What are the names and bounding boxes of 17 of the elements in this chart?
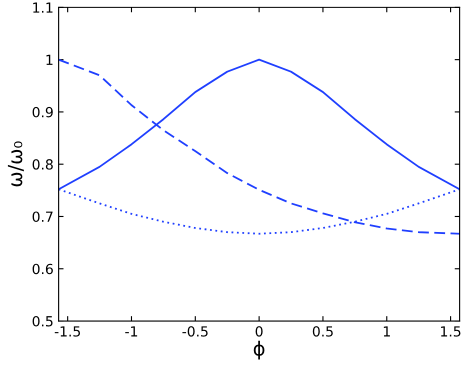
x-tick-label: 0	[256, 326, 263, 337]
x-tick-label: -1	[125, 326, 138, 336]
x-tick-label: 1	[384, 326, 390, 336]
x-tick-label: 1.5	[441, 326, 460, 337]
y-tick-label: 1.1	[33, 2, 52, 13]
y-tick-label: 1	[46, 54, 52, 65]
line-series	[58, 58, 460, 235]
x-tick-label: 0.5	[312, 326, 333, 337]
x-axis-title: ϕ	[254, 340, 264, 360]
y-axis-title: ω/ω₀	[8, 141, 24, 186]
y-tick-label: 0.9	[32, 106, 53, 118]
x-tick-label: -1.5	[54, 326, 80, 337]
x-tick-label: -0.5	[182, 326, 208, 337]
y-tick-label: 0.6	[32, 264, 53, 274]
y-tick-label: 0.5	[32, 316, 53, 327]
y-tick-label: 0.7	[32, 211, 53, 222]
y-tick-label: 0.8	[32, 159, 53, 170]
